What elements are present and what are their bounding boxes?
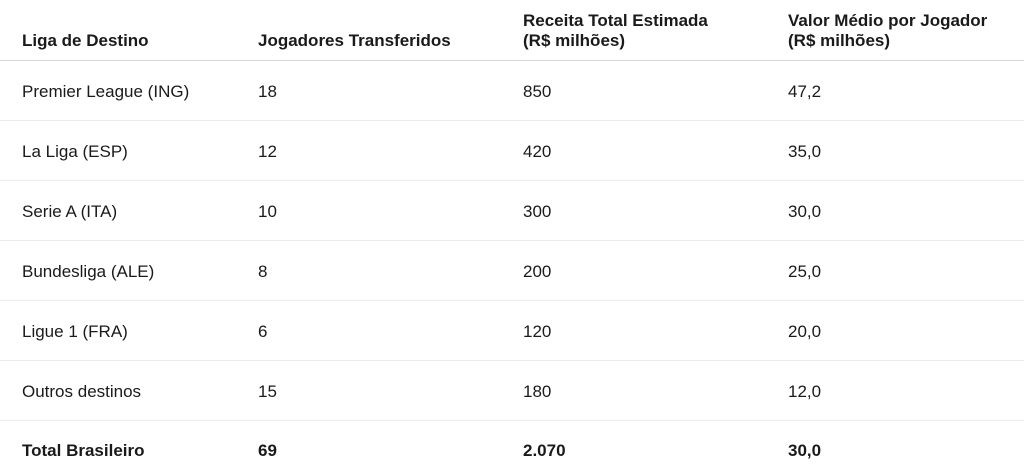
cell-liga: Outros destinos <box>22 381 142 401</box>
cell-valor-medio: 30,0 <box>788 201 822 221</box>
total-label: Total Brasileiro <box>22 441 145 460</box>
cell-liga: La Liga (ESP) <box>22 141 128 161</box>
cell-liga: Ligue 1 (FRA) <box>22 321 128 341</box>
cell-valor-medio: 47,2 <box>788 81 822 101</box>
header-text: Valor Médio por Jogador <box>788 11 988 30</box>
table-row: La Liga (ESP) 12 420 35,0 <box>0 121 1024 181</box>
cell-receita: 120 <box>523 321 552 341</box>
header-text: Jogadores Transferidos <box>258 31 451 50</box>
cell-valor-medio: 35,0 <box>788 141 822 161</box>
header-unit: (R$ milhões) <box>523 31 626 50</box>
cell-jogadores: 6 <box>258 321 268 341</box>
cell-jogadores: 8 <box>258 261 268 281</box>
header-text: Liga de Destino <box>22 31 149 50</box>
cell-jogadores: 15 <box>258 381 277 401</box>
cell-valor-medio: 20,0 <box>788 321 822 341</box>
table-row: Outros destinos 15 180 12,0 <box>0 361 1024 421</box>
total-receita: 2.070 <box>523 441 566 460</box>
header-liga-destino: Liga de Destino <box>22 31 149 51</box>
cell-liga: Premier League (ING) <box>22 81 190 101</box>
cell-jogadores: 10 <box>258 201 277 221</box>
cell-liga: Serie A (ITA) <box>22 201 118 221</box>
table-header-row: Liga de Destino Jogadores Transferidos R… <box>0 0 1024 61</box>
cell-receita: 850 <box>523 81 552 101</box>
cell-valor-medio: 12,0 <box>788 381 822 401</box>
cell-jogadores: 18 <box>258 81 277 101</box>
header-unit: (R$ milhões) <box>788 31 891 50</box>
table-row: Bundesliga (ALE) 8 200 25,0 <box>0 241 1024 301</box>
header-jogadores-transferidos: Jogadores Transferidos <box>258 31 451 51</box>
cell-receita: 300 <box>523 201 552 221</box>
cell-liga: Bundesliga (ALE) <box>22 261 155 281</box>
header-text: Receita Total Estimada <box>523 11 708 30</box>
cell-receita: 180 <box>523 381 552 401</box>
cell-valor-medio: 25,0 <box>788 261 822 281</box>
table-row: Premier League (ING) 18 850 47,2 <box>0 61 1024 121</box>
header-valor-medio: Valor Médio por Jogador (R$ milhões) <box>788 11 987 51</box>
table-row: Ligue 1 (FRA) 6 120 20,0 <box>0 301 1024 361</box>
cell-jogadores: 12 <box>258 141 277 161</box>
table-total-row: Total Brasileiro 69 2.070 30,0 <box>0 421 1024 473</box>
cell-receita: 200 <box>523 261 552 281</box>
cell-receita: 420 <box>523 141 552 161</box>
header-receita-total: Receita Total Estimada (R$ milhões) <box>523 11 708 51</box>
total-jogadores: 69 <box>258 441 277 460</box>
table-row: Serie A (ITA) 10 300 30,0 <box>0 181 1024 241</box>
total-valor-medio: 30,0 <box>788 441 822 460</box>
